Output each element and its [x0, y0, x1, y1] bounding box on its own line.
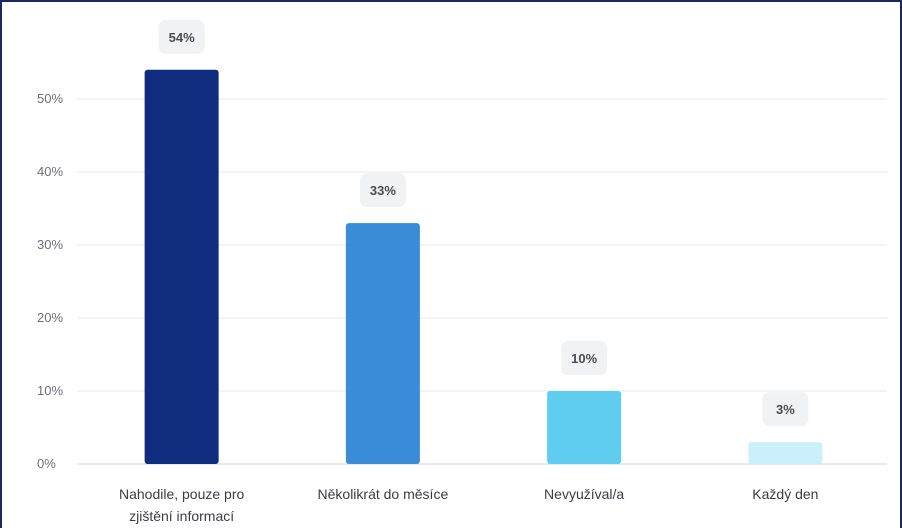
bar [547, 391, 622, 464]
y-axis-ticks: 0% 10% 20% 30% 40% 50% [37, 91, 63, 471]
y-tick-label: 40% [37, 164, 63, 179]
data-label-box [158, 19, 205, 54]
x-category-label: Nahodile, pouze pro [119, 486, 245, 502]
data-labels: 54% 33% 10% 3% [158, 19, 809, 427]
bars [144, 69, 823, 465]
x-category-label: Nevyužíval/a [544, 486, 624, 502]
data-label: 54% [169, 30, 195, 45]
data-label-box [561, 341, 608, 375]
y-tick-label: 20% [37, 310, 63, 325]
x-category-label: Každý den [752, 486, 818, 502]
bar [345, 223, 420, 464]
bar [144, 69, 219, 465]
x-axis-categories: Nahodile, pouze pro zjištění informací Něk… [119, 486, 818, 524]
bar [748, 442, 823, 464]
y-tick-label: 0% [37, 456, 56, 471]
y-tick-label: 50% [37, 91, 63, 106]
data-label: 10% [571, 351, 597, 366]
x-category-label: Několikrát do měsíce [318, 486, 449, 502]
data-label: 3% [776, 402, 795, 417]
data-label: 33% [370, 183, 396, 198]
data-label-box [359, 173, 406, 208]
data-label-box [762, 392, 809, 427]
x-category-label: zjištění informací [129, 508, 234, 524]
y-tick-label: 10% [37, 383, 63, 398]
y-tick-label: 30% [37, 237, 63, 252]
